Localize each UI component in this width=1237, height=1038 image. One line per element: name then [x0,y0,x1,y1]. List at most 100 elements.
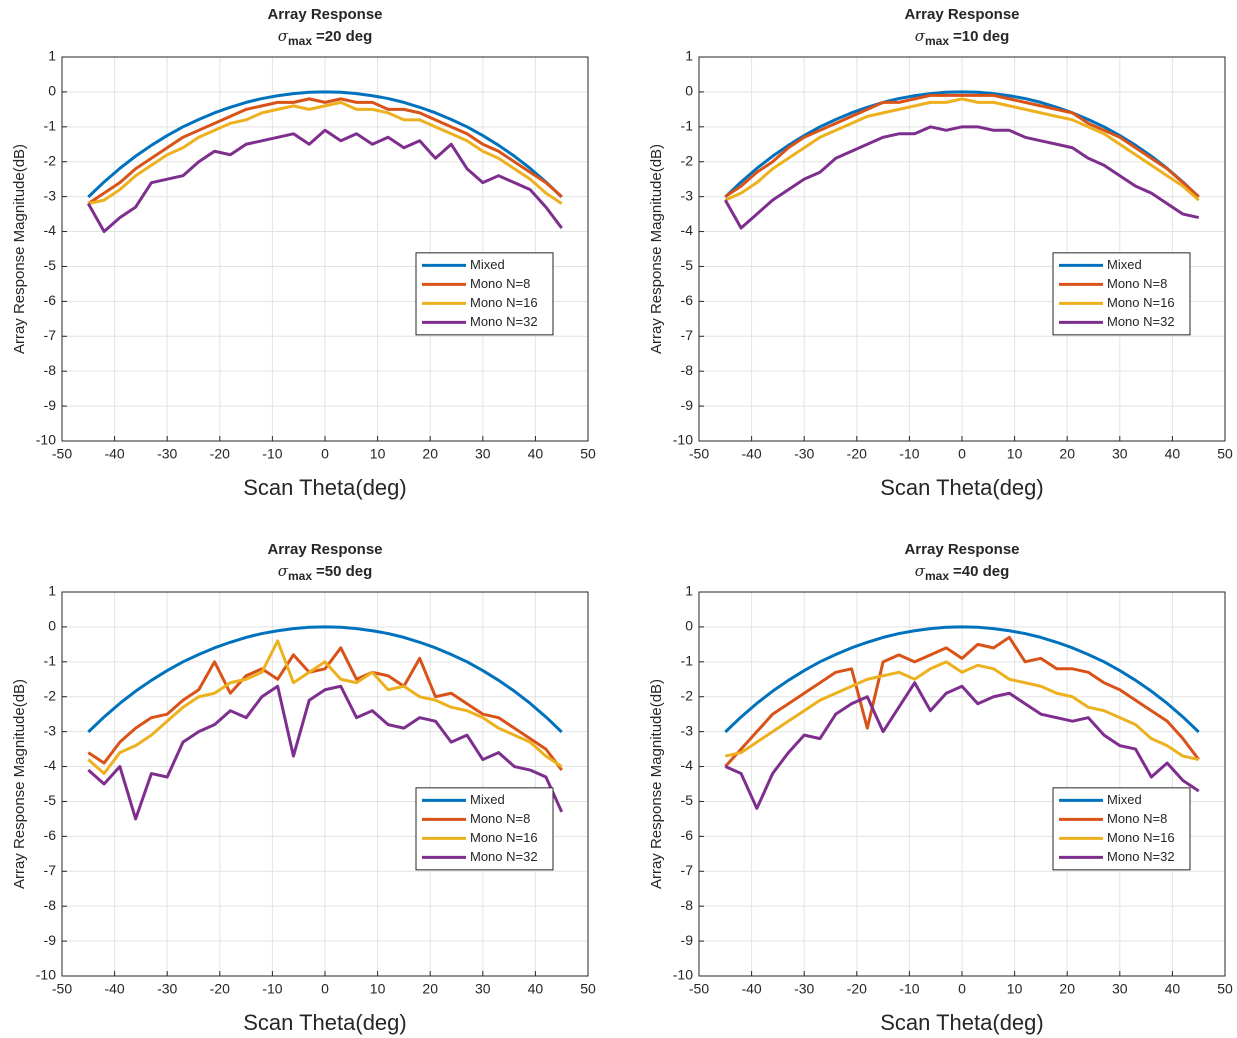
subplot: -50 -40 -30 -20 -10 0 10 20 30 40 50-10-9-8-7-6-5-… [11,6,596,500]
x-tick-label: -40 [741,446,761,462]
subtitle-symbol: σ [915,27,926,45]
series-line [724,93,1200,198]
x-tick-label: 50 [580,981,596,997]
x-tick-label: 0 [321,981,329,997]
series-line [724,625,1200,734]
x-tick-label: 20 [1059,981,1075,997]
subtitle-subscript: max [925,34,949,48]
y-tick-label: -10 [673,967,693,983]
y-tick-label: -7 [681,862,694,878]
subtitle-text: =50 deg [316,563,372,580]
y-tick-label: -6 [44,827,57,843]
y-tick-label: -6 [44,292,57,308]
x-tick-label: 10 [370,981,386,997]
y-tick-label: -8 [681,897,694,913]
y-axis-label: Array Response Magnitude(dB) [648,679,665,889]
legend-label: Mono N=32 [470,314,538,329]
legend-label: Mono N=8 [1107,811,1167,826]
series-line [87,90,563,199]
subtitle-subscript: max [925,569,949,583]
series-line [87,646,563,771]
chart-subtitle: σmax =50 deg [278,562,373,583]
chart-subtitle: σmax =20 deg [278,27,373,48]
y-tick-label: -2 [44,687,57,703]
x-tick-label: -10 [262,981,282,997]
y-tick-label: -3 [44,187,57,203]
x-tick-label: 50 [1217,981,1233,997]
x-tick-label: 40 [1165,981,1181,997]
legend-label: Mixed [1107,792,1142,807]
y-tick-label: -5 [681,792,694,808]
x-tick-label: -30 [157,981,177,997]
y-axis-label: Array Response Magnitude(dB) [11,679,28,889]
x-tick-label: -20 [847,981,867,997]
y-tick-label: -1 [681,653,694,669]
y-tick-label: -2 [44,152,57,168]
x-tick-label: 10 [1007,981,1023,997]
legend-label: Mono N=32 [1107,849,1175,864]
x-tick-label: -20 [210,981,230,997]
subtitle-text: =10 deg [953,28,1009,45]
x-axis-label: Scan Theta(deg) [880,1010,1043,1035]
y-tick-label: -2 [681,687,694,703]
y-tick-label: -7 [44,327,57,343]
y-tick-label: -7 [44,862,57,878]
y-tick-label: -3 [681,722,694,738]
series-line [86,128,563,234]
y-tick-label: -5 [44,257,57,273]
y-tick-label: -1 [681,118,694,134]
legend-label: Mono N=16 [470,295,538,310]
y-tick-label: -10 [673,432,693,448]
subtitle-text: =20 deg [316,28,372,45]
legend-label: Mixed [1107,257,1142,272]
series-line [87,684,564,821]
series-line [87,625,563,734]
series-line [723,125,1200,230]
x-tick-label: 40 [1165,446,1181,462]
legend-label: Mixed [470,257,505,272]
y-tick-label: 1 [48,583,56,599]
legend-label: Mono N=32 [1107,314,1175,329]
y-tick-label: -4 [44,757,57,773]
y-tick-label: -5 [681,257,694,273]
y-tick-label: -4 [681,222,694,238]
y-tick-label: -6 [681,827,694,843]
subplot: -50 -40 -30 -20 -10 0 10 20 30 40 50-10-9-8-7-6-5-… [648,6,1233,500]
subtitle-symbol: σ [278,27,289,45]
y-axis-label: Array Response Magnitude(dB) [648,144,665,354]
series-line [724,660,1200,762]
x-tick-label: 0 [958,446,966,462]
y-tick-label: 1 [685,48,693,64]
x-tick-label: 20 [1059,446,1075,462]
x-tick-label: 30 [475,981,491,997]
y-tick-label: 0 [685,618,693,634]
y-tick-label: -2 [681,152,694,168]
y-tick-label: -10 [36,432,56,448]
y-tick-label: -4 [44,222,57,238]
x-tick-label: 40 [528,446,544,462]
x-tick-label: -20 [847,446,867,462]
y-tick-label: -6 [681,292,694,308]
legend-label: Mono N=8 [1107,276,1167,291]
x-tick-label: 30 [1112,981,1128,997]
x-tick-label: -40 [104,446,124,462]
x-tick-label: -10 [262,446,282,462]
y-tick-label: -3 [44,722,57,738]
y-tick-label: 0 [685,83,693,99]
y-tick-label: -8 [44,897,57,913]
chart-title: Array Response [267,6,382,23]
x-tick-label: -50 [689,446,709,462]
x-tick-label: -50 [52,446,72,462]
y-tick-label: -9 [681,932,694,948]
chart-title: Array Response [267,541,382,558]
x-tick-label: -20 [210,446,230,462]
chart-title: Array Response [904,6,1019,23]
y-tick-label: 1 [685,583,693,599]
legend-label: Mono N=8 [470,811,530,826]
x-tick-label: 20 [422,446,438,462]
legend-label: Mono N=32 [470,849,538,864]
y-tick-label: -4 [681,757,694,773]
x-tick-label: 30 [475,446,491,462]
y-tick-label: -7 [681,327,694,343]
